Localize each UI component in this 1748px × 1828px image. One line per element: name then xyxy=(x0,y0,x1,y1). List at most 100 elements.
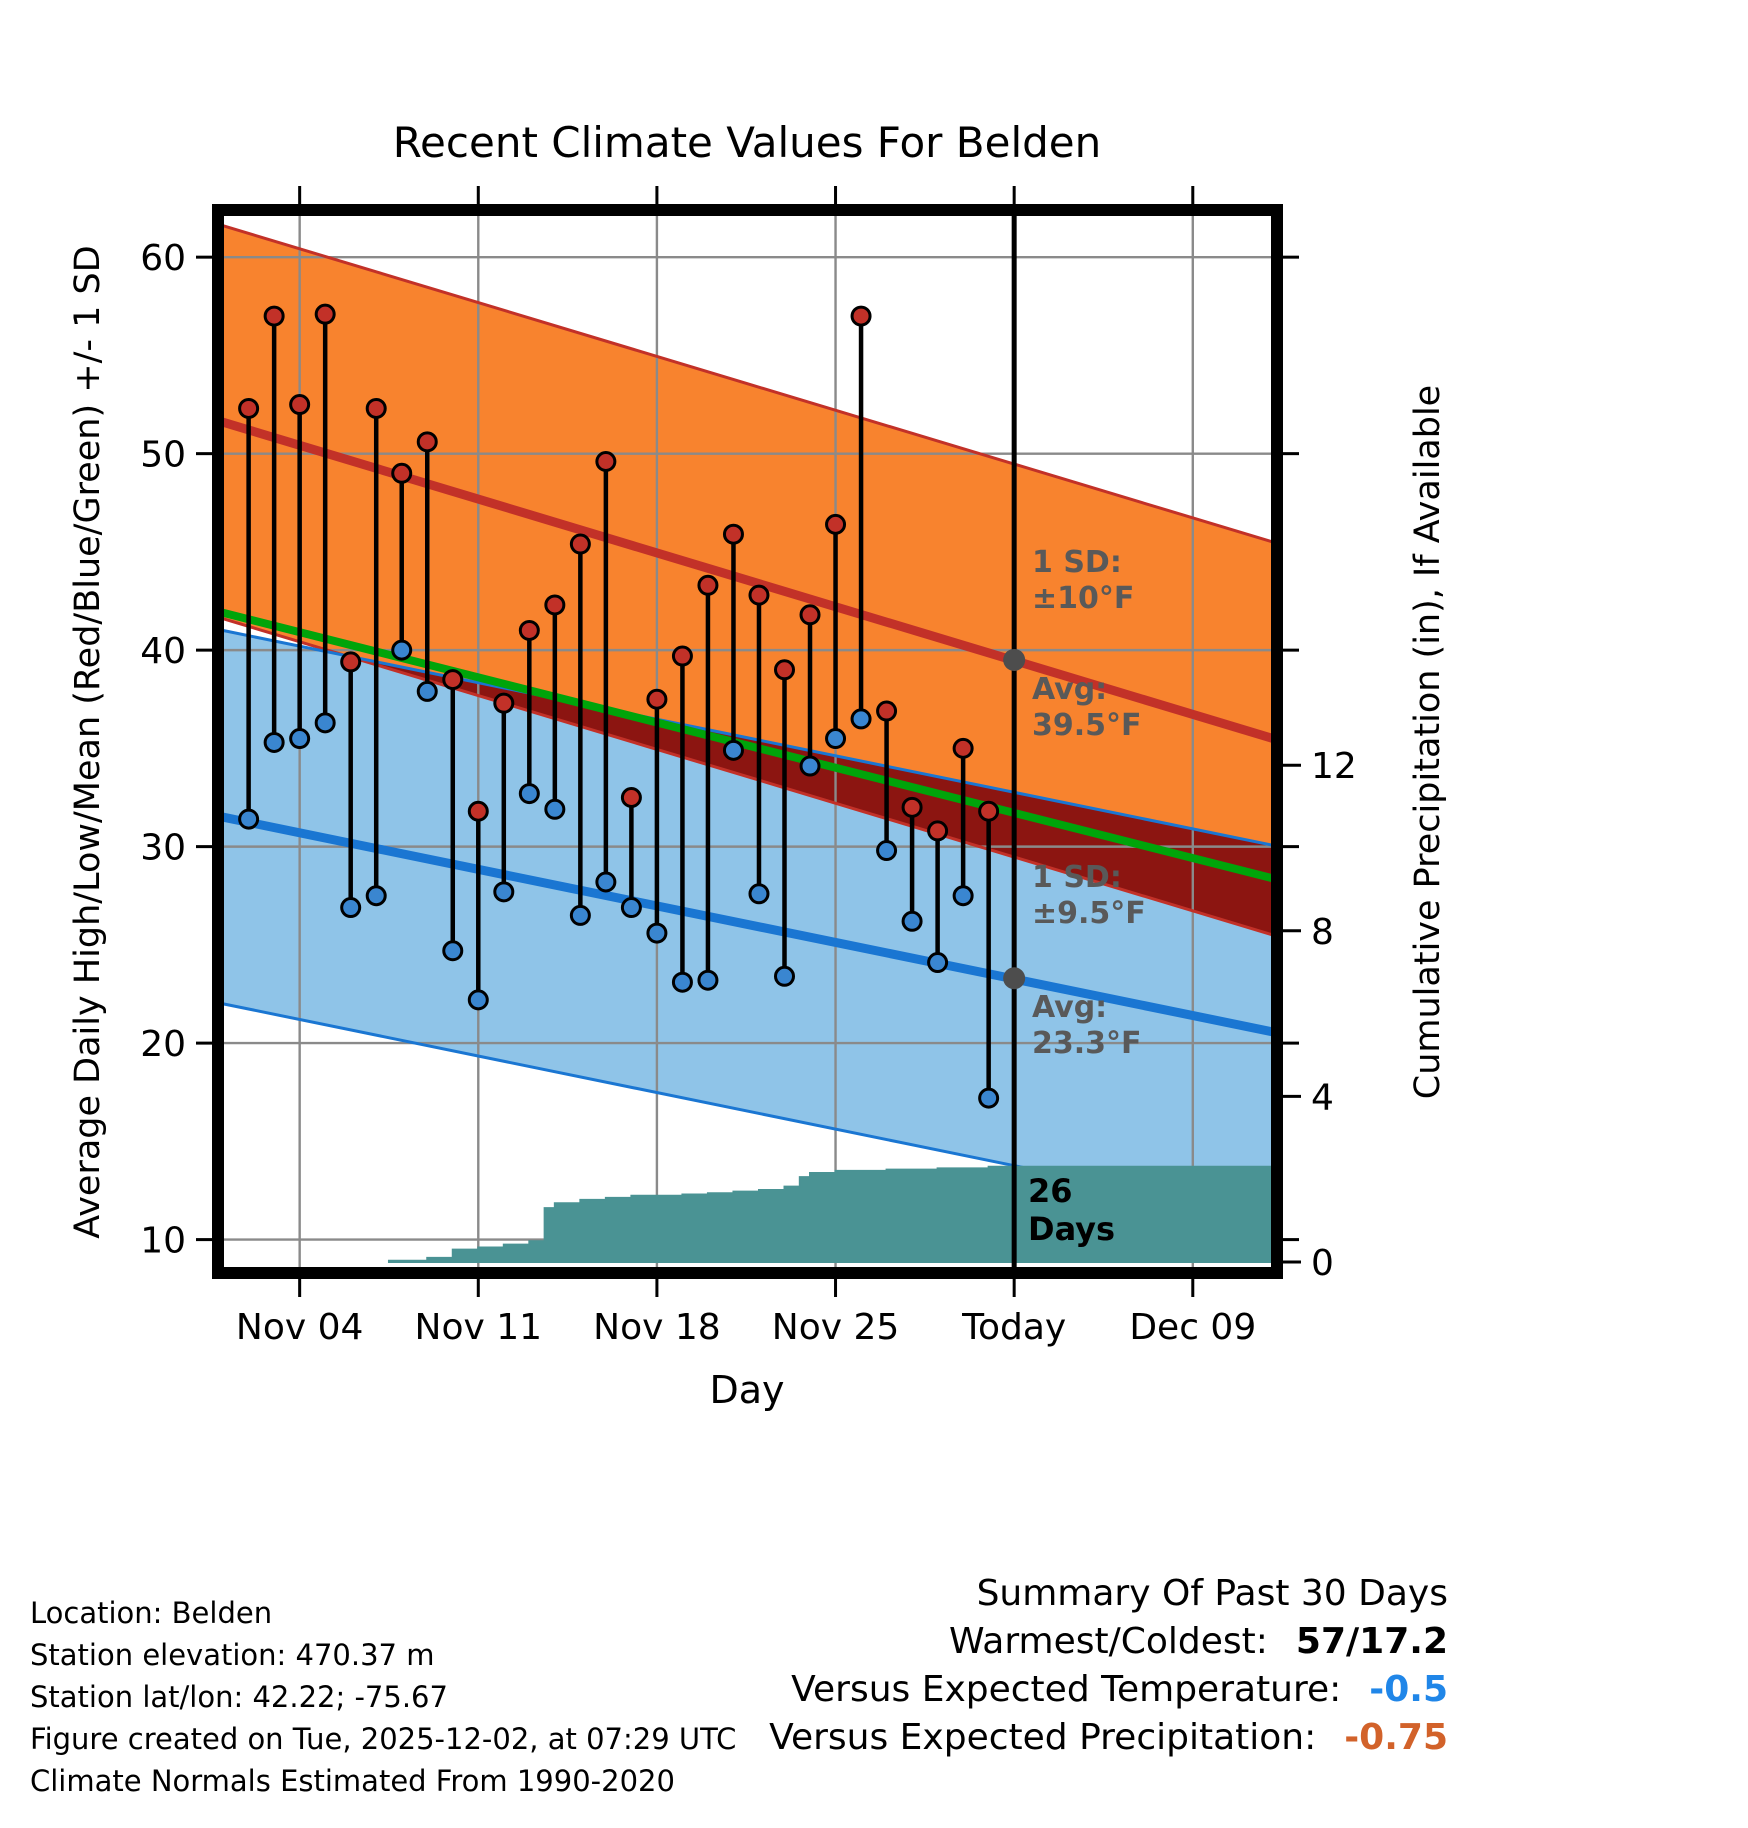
annotation-low-sd: 1 SD: ±9.5°F xyxy=(1032,860,1146,932)
y-axis-right-label: Cumulative Precipitation (in), If Availa… xyxy=(1408,384,1448,1100)
summary-label: Versus Expected Precipitation: xyxy=(769,1717,1317,1758)
annotation-high-sd-line2: ±10°F xyxy=(1032,581,1135,616)
annotation-high-avg: Avg: 39.5°F xyxy=(1032,672,1142,744)
x-tick-label: Nov 11 xyxy=(415,1307,543,1348)
annotation-low-avg: Avg: 23.3°F xyxy=(1032,990,1142,1062)
today-low-avg-marker xyxy=(1003,967,1026,990)
annotation-low-sd-line2: ±9.5°F xyxy=(1032,896,1146,931)
daily-high-dot xyxy=(263,305,285,327)
daily-high-dot xyxy=(518,619,540,641)
daily-high-dot xyxy=(340,651,362,673)
daily-high-dot xyxy=(238,397,260,419)
daily-high-dot xyxy=(442,669,464,691)
daily-low-dot xyxy=(799,755,821,777)
daily-high-dot xyxy=(901,796,923,818)
y-left-tick-label: 30 xyxy=(140,828,186,869)
x-tick-label: Nov 18 xyxy=(593,1307,721,1348)
daily-high-dot xyxy=(671,645,693,667)
daily-high-dot xyxy=(927,820,949,842)
y-left-tick-label: 60 xyxy=(140,238,186,279)
summary-row-warmest-coldest: Warmest/Coldest: 57/17.2 xyxy=(769,1618,1448,1666)
summary-value: -0.5 xyxy=(1369,1669,1448,1710)
y-right-tick-label: 4 xyxy=(1311,1077,1334,1118)
daily-high-dot xyxy=(544,594,566,616)
today-high-avg-marker xyxy=(1003,648,1026,671)
daily-low-dot xyxy=(442,940,464,962)
summary-label: Warmest/Coldest: xyxy=(949,1621,1268,1662)
axis-ticks xyxy=(196,186,1301,1297)
daily-low-dot xyxy=(620,897,642,919)
daily-high-dot xyxy=(952,737,974,759)
high-plus-sd-line xyxy=(223,224,1272,544)
daily-low-dot xyxy=(978,1087,1000,1109)
annotation-days-count-line2: Days xyxy=(1028,1210,1116,1249)
daily-low-dot xyxy=(927,952,949,974)
daily-high-dot xyxy=(314,303,336,325)
daily-high-dot xyxy=(569,533,591,555)
x-tick-label: Nov 04 xyxy=(236,1307,364,1348)
daily-low-dot xyxy=(289,728,311,750)
axis-tick-labels: 10 20 30 40 50 60 0 4 8 12 Nov 04 Nov 11 Nov 18 Nov 2… xyxy=(140,238,1357,1348)
daily-high-dot xyxy=(799,604,821,626)
annotation-high-sd-line1: 1 SD: xyxy=(1032,545,1122,580)
daily-high-dot xyxy=(416,431,438,453)
summary-row-vs-precipitation: Versus Expected Precipitation: -0.75 xyxy=(769,1714,1448,1762)
daily-low-dot xyxy=(774,965,796,987)
daily-low-dot xyxy=(340,897,362,919)
station-latlon: Station lat/lon: 42.22; -75.67 xyxy=(30,1680,448,1714)
y-left-tick-label: 20 xyxy=(140,1024,186,1065)
daily-low-dot xyxy=(391,639,413,661)
y-axis-left-label: Average Daily High/Low/Mean (Red/Blue/Gr… xyxy=(68,245,108,1239)
daily-low-dot xyxy=(748,883,770,905)
daily-low-dot xyxy=(416,680,438,702)
daily-low-dot xyxy=(238,808,260,830)
annotation-days-count-line1: 26 xyxy=(1028,1172,1073,1210)
y-right-tick-label: 8 xyxy=(1311,912,1334,953)
station-elevation: Station elevation: 470.37 m xyxy=(30,1638,435,1672)
annotation-days-count: 26 Days xyxy=(1028,1172,1115,1249)
daily-high-dot xyxy=(289,394,311,416)
annotation-high-avg-line1: Avg: xyxy=(1032,672,1108,707)
x-tick-label: Nov 25 xyxy=(772,1307,900,1348)
daily-high-dot xyxy=(722,523,744,545)
y-left-tick-label: 40 xyxy=(140,631,186,672)
daily-high-dot xyxy=(493,692,515,714)
summary-panel: Summary Of Past 30 Days Warmest/Coldest:… xyxy=(769,1570,1448,1762)
summary-row-vs-temperature: Versus Expected Temperature: -0.5 xyxy=(769,1666,1448,1714)
daily-low-dot xyxy=(544,798,566,820)
annotation-low-avg-line1: Avg: xyxy=(1032,990,1108,1025)
annotation-low-avg-line2: 23.3°F xyxy=(1032,1026,1142,1061)
daily-high-dot xyxy=(978,800,1000,822)
daily-low-dot xyxy=(365,885,387,907)
summary-value: -0.75 xyxy=(1344,1717,1448,1758)
daily-low-dot xyxy=(722,739,744,761)
daily-high-dot xyxy=(595,451,617,473)
daily-high-dot xyxy=(646,688,668,710)
low-normal-line xyxy=(223,812,1272,1037)
daily-high-dot xyxy=(467,800,489,822)
daily-low-dot xyxy=(518,783,540,805)
daily-low-dot xyxy=(697,969,719,991)
plot-border xyxy=(212,204,1283,1279)
summary-value: 57/17.2 xyxy=(1295,1621,1448,1662)
low-plus-sd-line xyxy=(223,628,1272,847)
daily-high-dot xyxy=(774,659,796,681)
daily-low-dot xyxy=(493,881,515,903)
daily-low-dot xyxy=(825,728,847,750)
daily-low-dot xyxy=(671,971,693,993)
climate-normals-note: Climate Normals Estimated From 1990-2020 xyxy=(30,1764,675,1798)
x-tick-label: Today xyxy=(961,1307,1066,1348)
summary-label: Versus Expected Temperature: xyxy=(791,1669,1342,1710)
daily-low-dot xyxy=(850,708,872,730)
daily-low-dot xyxy=(595,871,617,893)
daily-observations xyxy=(238,303,1000,1109)
daily-high-dot xyxy=(876,700,898,722)
y-left-tick-label: 10 xyxy=(140,1221,186,1262)
chart-title: Recent Climate Values For Belden xyxy=(392,118,1102,167)
station-location: Location: Belden xyxy=(30,1596,273,1630)
daily-low-dot xyxy=(952,885,974,907)
daily-high-dot xyxy=(391,462,413,484)
cumulative-precip-area xyxy=(387,1165,1272,1263)
